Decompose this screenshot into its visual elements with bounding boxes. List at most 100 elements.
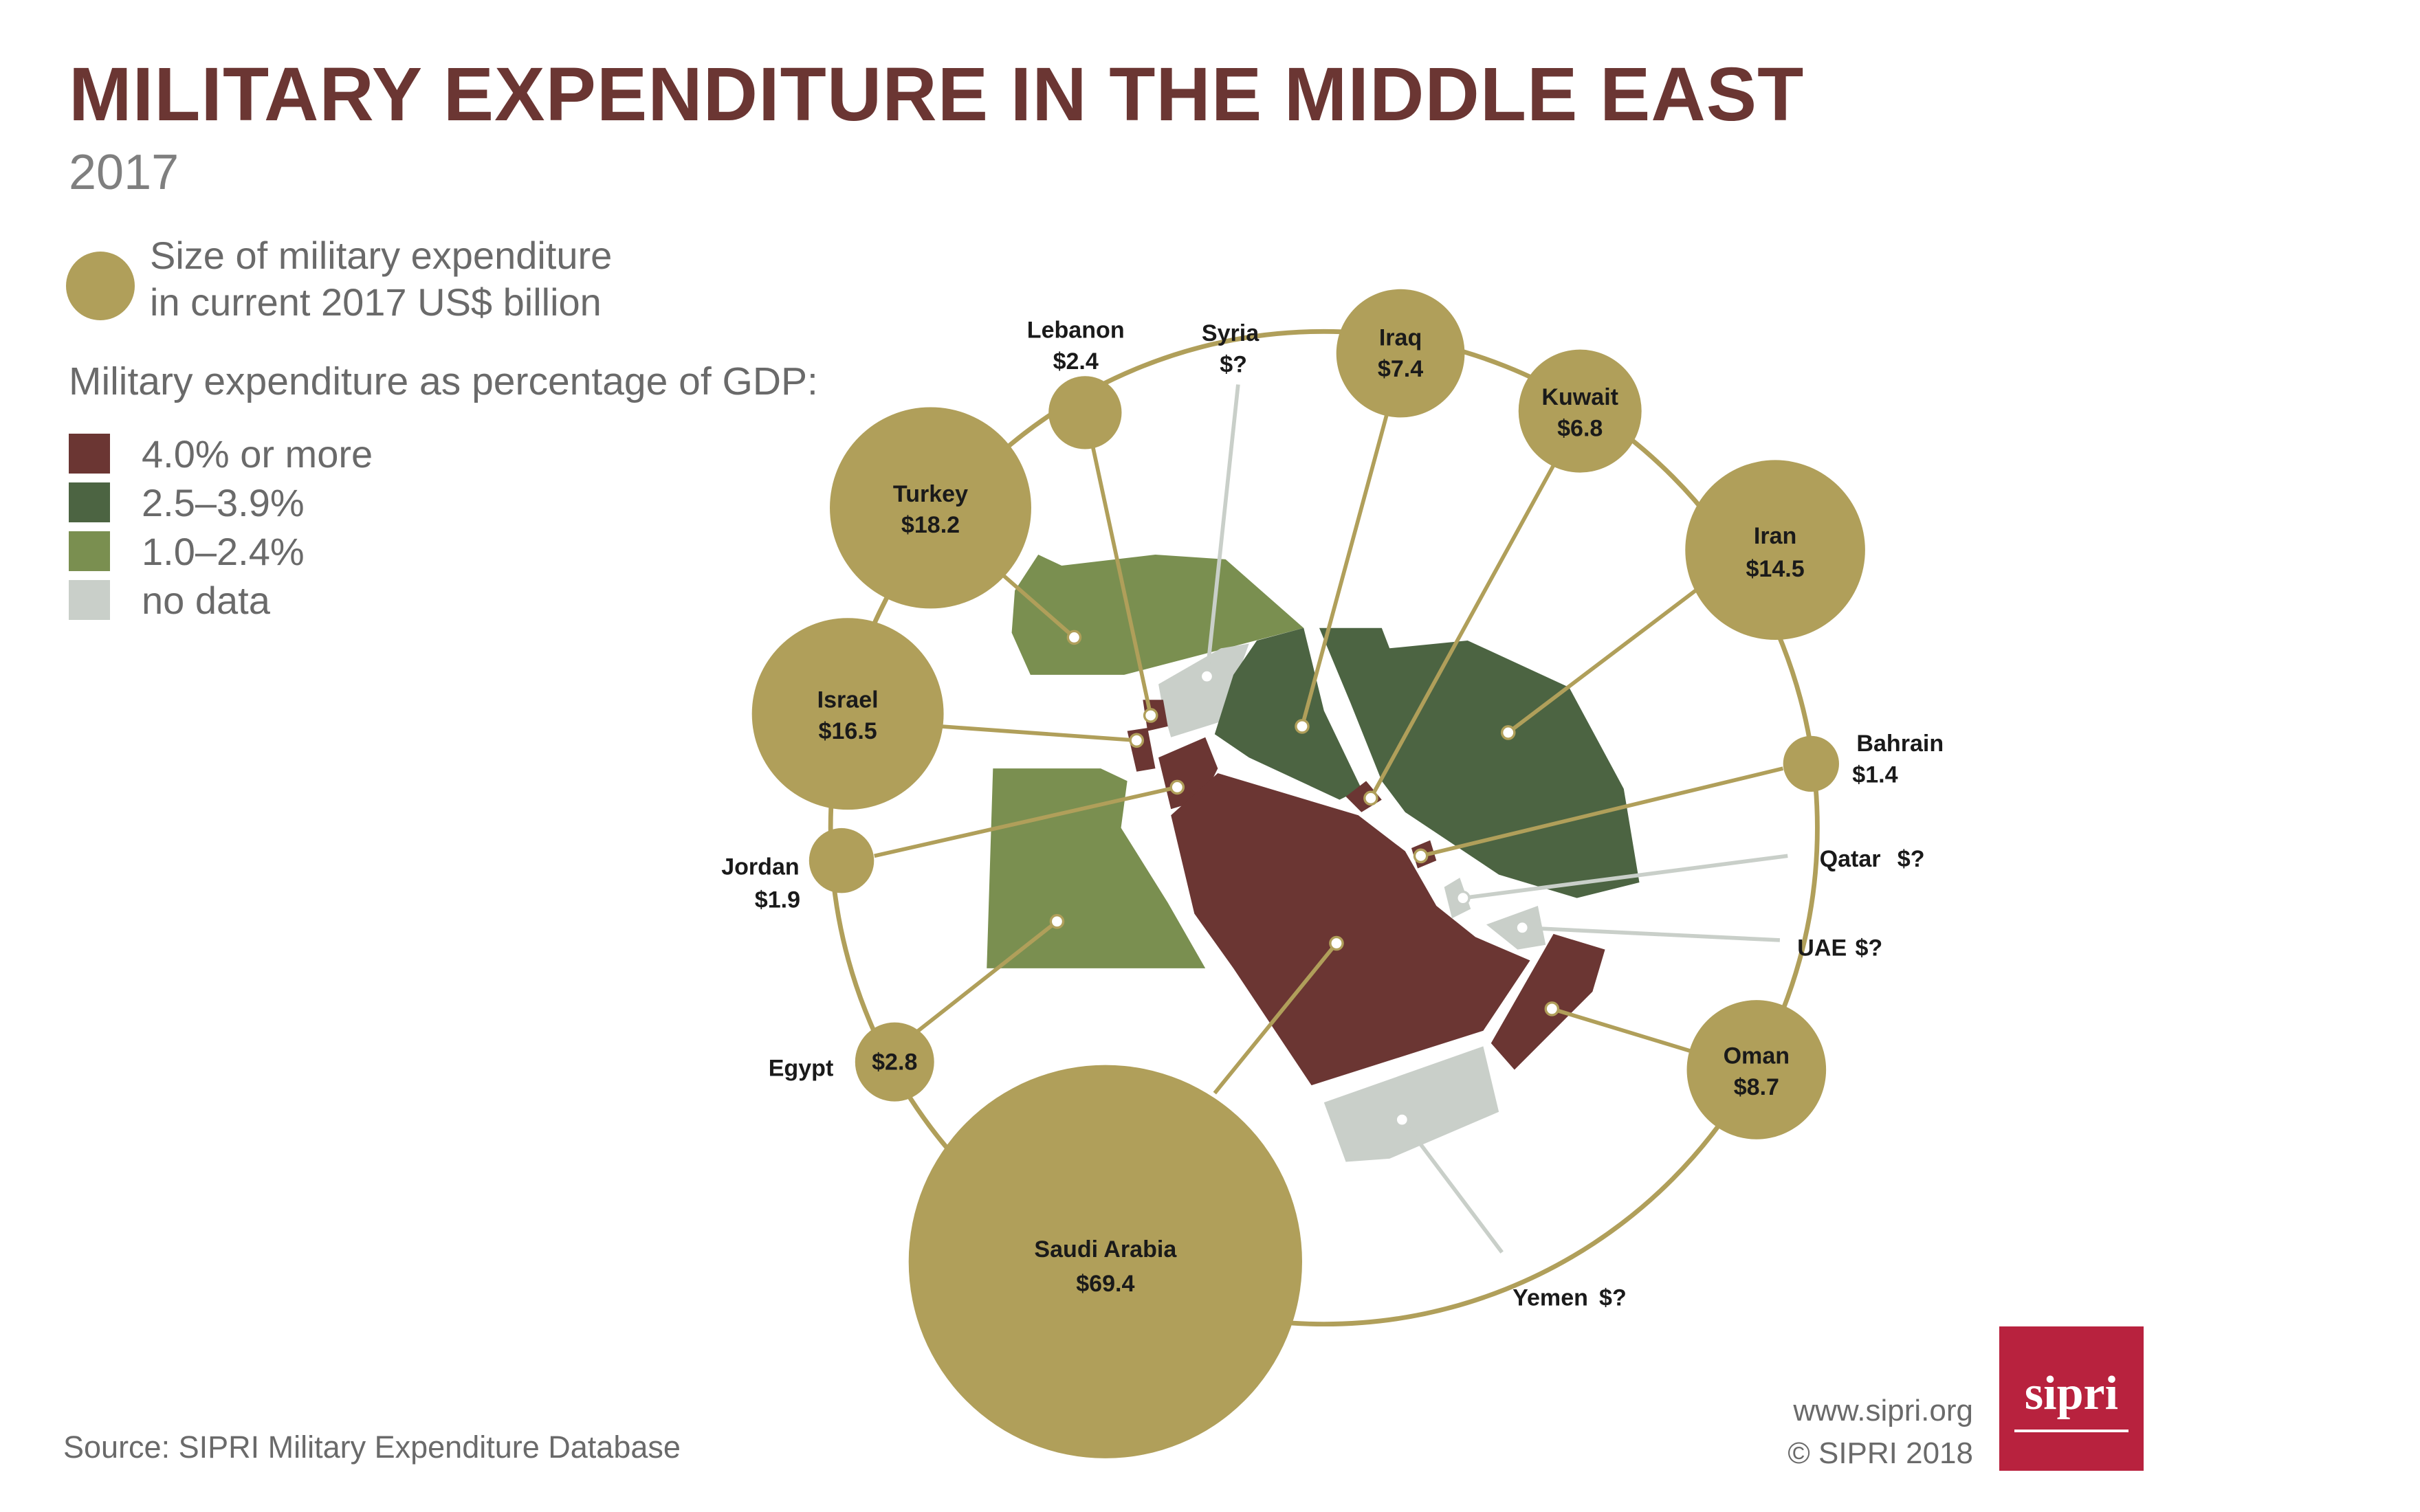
label-israel-name: Israel	[817, 687, 879, 713]
label-bahrain-name: Bahrain	[1856, 731, 1944, 757]
bubble-saudi-arabia	[908, 1065, 1302, 1458]
copyright-text: © SIPRI 2018	[1788, 1436, 1973, 1470]
region-oman	[1490, 933, 1605, 1070]
map-dot-qatar	[1455, 890, 1471, 906]
map-regions	[987, 555, 1640, 1162]
legend-gdp-heading: Military expenditure as percentage of GD…	[69, 359, 818, 403]
map-dot-lebanon	[1143, 708, 1158, 723]
legend-label: 1.0–2.4%	[142, 529, 305, 573]
country-labels: Saudi Arabia $69.4 Turkey $18.2 Israel $…	[721, 317, 1944, 1311]
label-egypt-name: Egypt	[769, 1056, 834, 1082]
label-iraq-name: Iraq	[1379, 325, 1422, 351]
label-saudi-arabia-name: Saudi Arabia	[1034, 1236, 1177, 1263]
label-syria-name: Syria	[1202, 320, 1260, 346]
bubble-israel	[751, 618, 944, 810]
legend-item-4pct: 4.0% or more	[69, 432, 373, 476]
bubble-bahrain	[1783, 735, 1839, 792]
label-syria-value: $?	[1220, 351, 1247, 377]
region-syria	[1158, 643, 1249, 737]
logo-text: sipri	[2024, 1367, 2119, 1420]
label-iraq-value: $7.4	[1378, 356, 1423, 382]
leader-line-jordan	[874, 785, 1178, 858]
legend-size-text: Size of military expenditure in current …	[150, 234, 613, 324]
legend-label: 2.5–3.9%	[142, 480, 305, 524]
map-dot-iraq	[1295, 719, 1310, 734]
legend-swatch	[69, 580, 110, 620]
map-dot-jordan	[1169, 779, 1185, 795]
legend-swatch	[69, 482, 110, 522]
page-subtitle: 2017	[69, 145, 179, 200]
label-jordan-value: $1.9	[755, 887, 800, 913]
map-dot-uae	[1515, 920, 1530, 935]
bubble-iraq	[1336, 289, 1465, 418]
leader-line-bahrain	[1420, 766, 1784, 858]
logo-underline	[2014, 1430, 2128, 1432]
leader-line-uae	[1522, 925, 1781, 942]
label-qatar-name: Qatar	[1820, 846, 1881, 872]
leader-line-oman	[1551, 1007, 1697, 1055]
leader-line-qatar	[1462, 854, 1788, 900]
label-iran-name: Iran	[1754, 523, 1796, 549]
map-dot-turkey	[1066, 630, 1082, 645]
bubbles	[751, 289, 1865, 1458]
label-kuwait-name: Kuwait	[1541, 384, 1618, 410]
leader-line-syria	[1204, 384, 1240, 677]
bubble-kuwait	[1518, 349, 1642, 473]
label-iran-value: $14.5	[1746, 556, 1804, 582]
label-oman-value: $8.7	[1734, 1074, 1779, 1100]
label-yemen-name: Yemen	[1512, 1285, 1588, 1311]
legend-item-no-data: no data	[69, 579, 270, 622]
label-turkey-value: $18.2	[901, 512, 960, 538]
source-note: Source: SIPRI Military Expenditure Datab…	[63, 1430, 681, 1465]
bubble-turkey	[830, 407, 1031, 609]
leader-line-iraq	[1300, 415, 1389, 727]
credit-block: www.sipri.org © SIPRI 2018	[1788, 1390, 1973, 1475]
page-title: MILITARY EXPENDITURE IN THE MIDDLE EAST	[69, 52, 1805, 137]
map-dot-kuwait	[1363, 790, 1378, 806]
bubble-iran	[1685, 460, 1865, 641]
legend-swatch	[69, 531, 110, 571]
leader-lines	[874, 384, 1788, 1254]
label-lebanon-value: $2.4	[1053, 348, 1099, 375]
label-qatar-value: $?	[1898, 846, 1925, 872]
leader-line-israel	[939, 724, 1137, 743]
map-dot-yemen	[1394, 1112, 1410, 1127]
website-link[interactable]: www.sipri.org	[1793, 1394, 1973, 1427]
label-lebanon-name: Lebanon	[1027, 317, 1125, 343]
label-bahrain-value: $1.4	[1852, 762, 1898, 788]
leader-dots	[1049, 630, 1560, 1127]
bubble-jordan	[808, 827, 874, 893]
connector-ring	[828, 329, 1820, 1327]
bubble-egypt	[855, 1022, 934, 1102]
label-kuwait-value: $6.8	[1557, 415, 1603, 441]
bubble-oman	[1686, 1000, 1827, 1139]
label-turkey-name: Turkey	[893, 481, 968, 507]
leader-line-saudi-arabia	[1213, 942, 1339, 1095]
leader-line-yemen	[1400, 1118, 1504, 1254]
legend-swatch	[69, 434, 110, 474]
leader-line-iran	[1507, 589, 1697, 735]
map-dot-egypt	[1049, 913, 1065, 929]
region-yemen	[1323, 1046, 1499, 1162]
sipri-logo: sipri	[1999, 1326, 2144, 1471]
label-oman-name: Oman	[1724, 1043, 1790, 1069]
label-egypt-value: $2.8	[872, 1049, 917, 1075]
map-dot-saudi-arabia	[1329, 935, 1344, 951]
region-israel	[1127, 728, 1156, 772]
legend-size-circle	[66, 252, 135, 320]
legend-item-1pct: 1.0–2.4%	[69, 529, 305, 573]
label-uae-value: $?	[1855, 935, 1882, 961]
map-dot-israel	[1129, 733, 1145, 748]
label-saudi-arabia-value: $69.4	[1076, 1271, 1134, 1297]
label-yemen-value: $?	[1599, 1285, 1627, 1311]
legend-label: 4.0% or more	[142, 432, 373, 476]
region-saudi-arabia	[1171, 772, 1530, 1086]
region-turkey	[1011, 555, 1304, 675]
label-jordan-name: Jordan	[721, 854, 800, 880]
leader-line-turkey	[998, 570, 1076, 639]
legend-item-2-5pct: 2.5–3.9%	[69, 480, 305, 524]
leader-line-kuwait	[1369, 461, 1557, 799]
label-uae-name: UAE	[1797, 935, 1847, 961]
leader-line-lebanon	[1090, 446, 1153, 716]
